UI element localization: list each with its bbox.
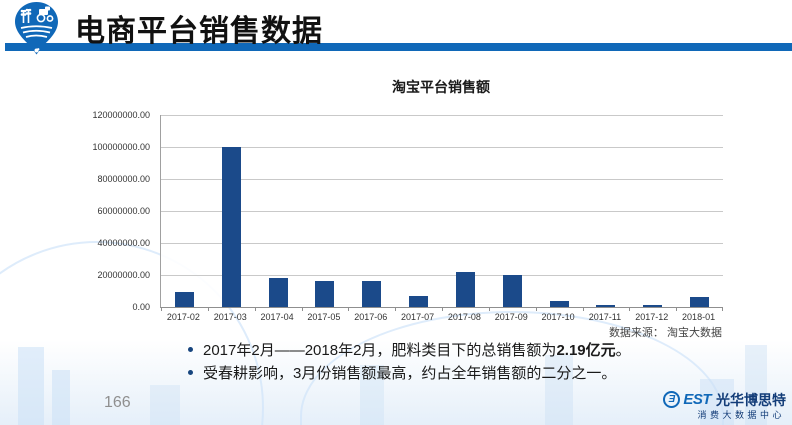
chart-title: 淘宝平台销售额 (392, 79, 490, 95)
x-tick-label: 2017-07 (401, 312, 435, 322)
gridline (161, 243, 723, 244)
x-tick (582, 308, 584, 311)
gridline (161, 179, 723, 180)
bullet-total-sales: 2017年2月——2018年2月，肥料类目下的总销售额为2.19亿元。 (188, 339, 631, 362)
x-tick (161, 308, 162, 311)
brand-subtitle: 消费大数据中心 (697, 410, 785, 420)
x-tick (488, 308, 490, 311)
y-tick-label: 120000000.00 (92, 110, 150, 120)
x-tick-label: 2017-05 (307, 312, 341, 322)
gridline (161, 147, 723, 148)
y-tick-label: 100000000.00 (92, 142, 150, 152)
bar-2017-02 (174, 291, 194, 307)
bar-2017-08 (455, 271, 475, 307)
bar-chart-plot (160, 115, 723, 311)
bar-2017-06 (362, 280, 382, 307)
gridline (161, 115, 723, 116)
header-accent-bar (5, 43, 792, 51)
bullet-text: 2017年2月——2018年2月，肥料类目下的总销售额为 (203, 342, 557, 359)
x-tick-label: 2017-10 (541, 312, 575, 322)
best-logo-icon: Ǝ (663, 391, 681, 408)
y-tick-label: 0.00 (132, 302, 150, 312)
x-tick (676, 308, 678, 311)
data-source-note: 数据来源： 淘宝大数据 (608, 327, 722, 339)
y-tick-label: 80000000.00 (97, 174, 150, 184)
brand-logo: Ǝ EST 光华博思特 消费大数据中心 (663, 391, 786, 420)
bar-2017-03 (221, 147, 241, 307)
y-axis-labels: 120000000.00 100000000.00 80000000.00 60000… (56, 110, 154, 312)
bar-2017-11 (596, 304, 616, 307)
bar-2017-10 (549, 301, 569, 307)
x-tick-label: 2018-01 (682, 312, 716, 322)
bullet-march-peak: 受春耕影响，3月份销售额最高，约占全年销售额的二分之一。 (188, 362, 631, 385)
x-tick-label: 2017-03 (213, 312, 247, 322)
bar-2017-12 (643, 305, 663, 307)
x-tick (254, 308, 256, 311)
gridline (161, 275, 723, 276)
farm-pin-icon (14, 1, 59, 57)
x-tick (348, 308, 350, 311)
y-tick-label: 20000000.00 (97, 270, 150, 280)
cityscape-watermark (0, 241, 792, 425)
x-tick (301, 308, 303, 311)
x-tick-label: 2017-12 (635, 312, 669, 322)
bar-2017-07 (409, 295, 429, 307)
bullet-text: 受春耕影响，3月份销售额最高，约占全年销售额的二分之一。 (203, 365, 617, 382)
x-tick (722, 308, 723, 311)
bullet-dot-icon (188, 347, 193, 352)
x-tick (535, 308, 537, 311)
page-title: 电商平台销售数据 (75, 15, 323, 48)
bullet-text-suffix: 。 (615, 342, 631, 359)
x-tick (442, 308, 443, 311)
y-tick-label: 60000000.00 (97, 206, 150, 216)
x-tick-label: 2017-11 (588, 312, 622, 322)
bar-2017-04 (268, 278, 288, 307)
page-number: 166 (104, 394, 131, 411)
x-tick (207, 308, 209, 311)
bullet-highlight: 2.19亿元 (556, 342, 616, 359)
x-tick (629, 308, 631, 311)
x-tick-label: 2017-02 (166, 312, 200, 322)
brand-best-text: EST (683, 391, 711, 408)
y-tick-label: 40000000.00 (97, 238, 150, 248)
brand-name: 光华博思特 (716, 391, 786, 408)
x-tick-label: 2017-09 (494, 312, 528, 322)
bar-2018-01 (690, 296, 710, 307)
gridline (161, 211, 723, 212)
key-findings: 2017年2月——2018年2月，肥料类目下的总销售额为2.19亿元。 受春耕影… (188, 339, 631, 385)
x-tick-label: 2017-08 (447, 312, 481, 322)
bar-2017-09 (502, 275, 522, 307)
x-axis-labels: 2017-02 2017-03 2017-04 2017-05 2017-06 2017-… (160, 312, 722, 324)
x-tick-label: 2017-06 (354, 312, 388, 322)
bullet-dot-icon (188, 370, 193, 375)
x-tick-label: 2017-04 (260, 312, 294, 322)
bar-2017-05 (315, 280, 335, 307)
x-tick (395, 308, 397, 311)
